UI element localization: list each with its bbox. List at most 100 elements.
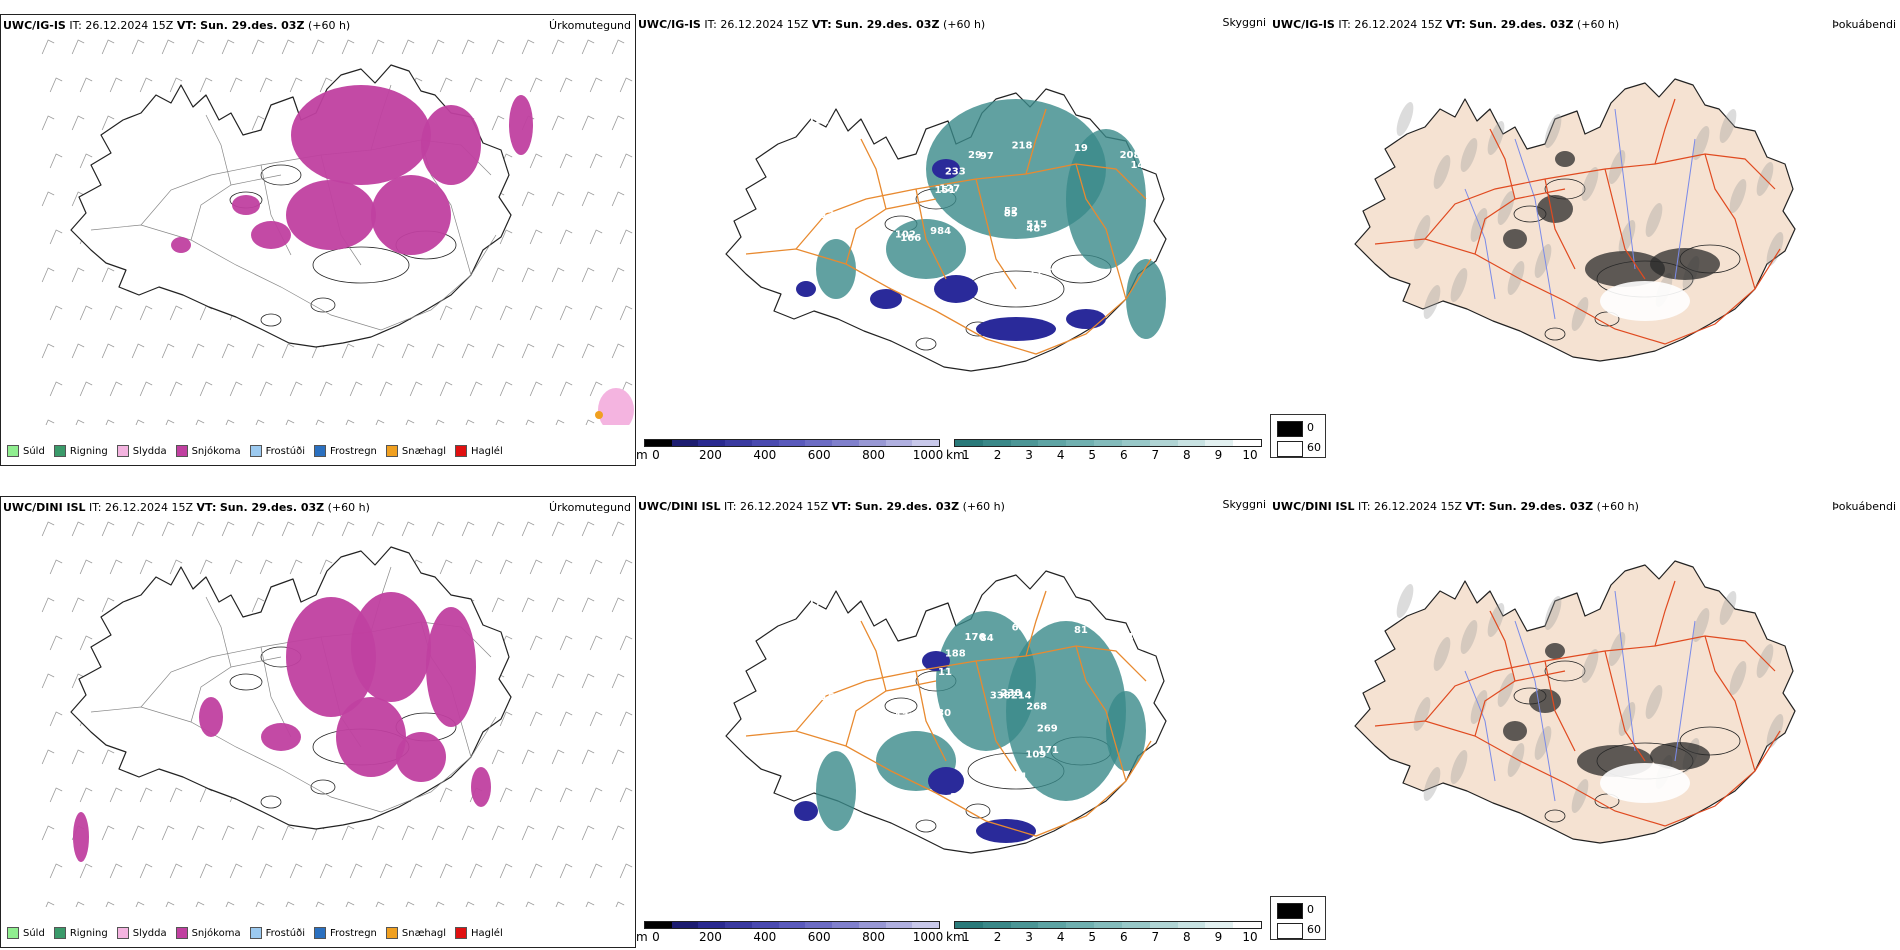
colorbar-step xyxy=(725,440,752,446)
wind-barb xyxy=(319,863,333,879)
snowfall-area xyxy=(261,723,301,751)
glacier-outline xyxy=(1594,793,1620,809)
map-content xyxy=(725,88,1167,372)
colorbar-tick: 200 xyxy=(698,448,722,462)
fog-streak xyxy=(1544,113,1562,149)
colorbar-tick: 5 xyxy=(1088,930,1097,944)
wind-barb xyxy=(41,267,55,283)
wind-barb xyxy=(45,901,55,907)
colorbar-step xyxy=(912,922,940,928)
colorbar-step xyxy=(832,440,859,446)
ceiling-label: 84 xyxy=(980,633,994,644)
river-line xyxy=(1614,590,1636,752)
wind-barb xyxy=(101,115,115,131)
wind-barb xyxy=(289,559,303,575)
wind-barb xyxy=(611,597,625,613)
legend-label: Haglél xyxy=(471,927,503,939)
ceiling-label: 135 xyxy=(895,712,916,723)
wind-barb xyxy=(319,77,333,93)
colorbar-step xyxy=(1121,440,1150,446)
ceiling-label: 81 xyxy=(1074,625,1088,636)
wind-barb xyxy=(521,597,535,613)
wind-barb xyxy=(139,787,153,803)
wind-barb xyxy=(79,77,93,93)
fog-streak xyxy=(1618,701,1636,737)
wind-barb xyxy=(259,381,273,397)
legend-swatch xyxy=(385,445,398,457)
wind-barb xyxy=(109,559,123,575)
wind-barb xyxy=(559,77,573,93)
wind-barb xyxy=(139,77,153,93)
wind-barb xyxy=(499,787,513,803)
wind-barb xyxy=(499,863,513,879)
colorbar-step xyxy=(1010,922,1039,928)
wind-barb xyxy=(615,901,625,907)
colorbar-step xyxy=(778,922,806,928)
road-line xyxy=(1654,98,1676,165)
ceiling-label: 177 xyxy=(900,715,921,726)
wind-barb xyxy=(581,673,595,689)
low-ceiling-area xyxy=(928,767,964,795)
wind-barb xyxy=(589,381,603,397)
wind-barb xyxy=(221,825,235,841)
legend-item: Súld xyxy=(7,927,45,939)
wind-barb xyxy=(409,381,423,397)
fog-streak xyxy=(1396,101,1414,137)
wind-barb xyxy=(559,787,573,803)
wind-barb xyxy=(619,559,633,575)
wind-barb xyxy=(79,381,93,397)
wind-barb xyxy=(499,381,513,397)
fog-streak xyxy=(1423,766,1441,802)
wind-barb xyxy=(259,559,273,575)
colorbar-step xyxy=(1121,922,1150,928)
colorbar-tick: 2 xyxy=(993,930,1002,944)
colorbar-step xyxy=(698,922,726,928)
wind-barb xyxy=(71,191,85,207)
legend-label: Súld xyxy=(23,927,45,939)
low-ceiling-area xyxy=(796,281,816,297)
colorbar-step xyxy=(858,440,886,446)
colorbar-gradient xyxy=(954,439,1262,447)
ceiling-label: 159 xyxy=(793,191,814,202)
glacier-outline xyxy=(1544,809,1566,823)
fog-streak xyxy=(1581,648,1599,684)
ceiling-label: 11 xyxy=(1029,268,1043,279)
iceland-outline xyxy=(1354,78,1796,362)
river-line xyxy=(1614,108,1636,270)
ceiling-label: 118 xyxy=(859,228,880,239)
wind-barb xyxy=(581,115,595,131)
road-line xyxy=(845,198,937,265)
wind-barb xyxy=(285,419,295,425)
snowfall-area xyxy=(286,597,376,717)
wind-barb xyxy=(49,863,63,879)
legend-swatch xyxy=(53,927,66,939)
cloud-ceiling-map: 52 166 29 244 159 208 279 151 515 118 218 202 646 74 9… xyxy=(725,88,1192,372)
wind-barb xyxy=(135,901,145,907)
wind-barb xyxy=(371,825,385,841)
fog-streak xyxy=(1413,214,1431,250)
wind-barb xyxy=(131,343,145,359)
wind-barb xyxy=(491,749,505,765)
road-line xyxy=(1654,580,1676,647)
wind-barb xyxy=(401,521,415,537)
fog-streak xyxy=(1534,725,1552,761)
wind-barb xyxy=(529,711,543,727)
wind-barb xyxy=(49,153,63,169)
wind-barb xyxy=(491,39,505,55)
snowfall-area xyxy=(426,607,476,727)
ceiling-label: 151 xyxy=(935,185,956,196)
panel-header: UWC/IG-IS IT: 26.12.2024 15Z VT: Sun. 29… xyxy=(3,19,351,32)
wind-barb xyxy=(619,77,633,93)
colorbar-step xyxy=(885,440,913,446)
wind-barb xyxy=(41,673,55,689)
wind-barb xyxy=(559,863,573,879)
wind-barb xyxy=(195,419,205,425)
road-line xyxy=(1025,108,1047,175)
fog-index-map xyxy=(1354,560,1796,844)
ceiling-label: 208 xyxy=(1120,150,1141,161)
wind-barb xyxy=(585,901,595,907)
road-line xyxy=(975,178,1017,290)
legend-item: Frostregn xyxy=(314,927,377,939)
fog-dense-area xyxy=(1503,721,1527,741)
wind-barb xyxy=(465,901,475,907)
